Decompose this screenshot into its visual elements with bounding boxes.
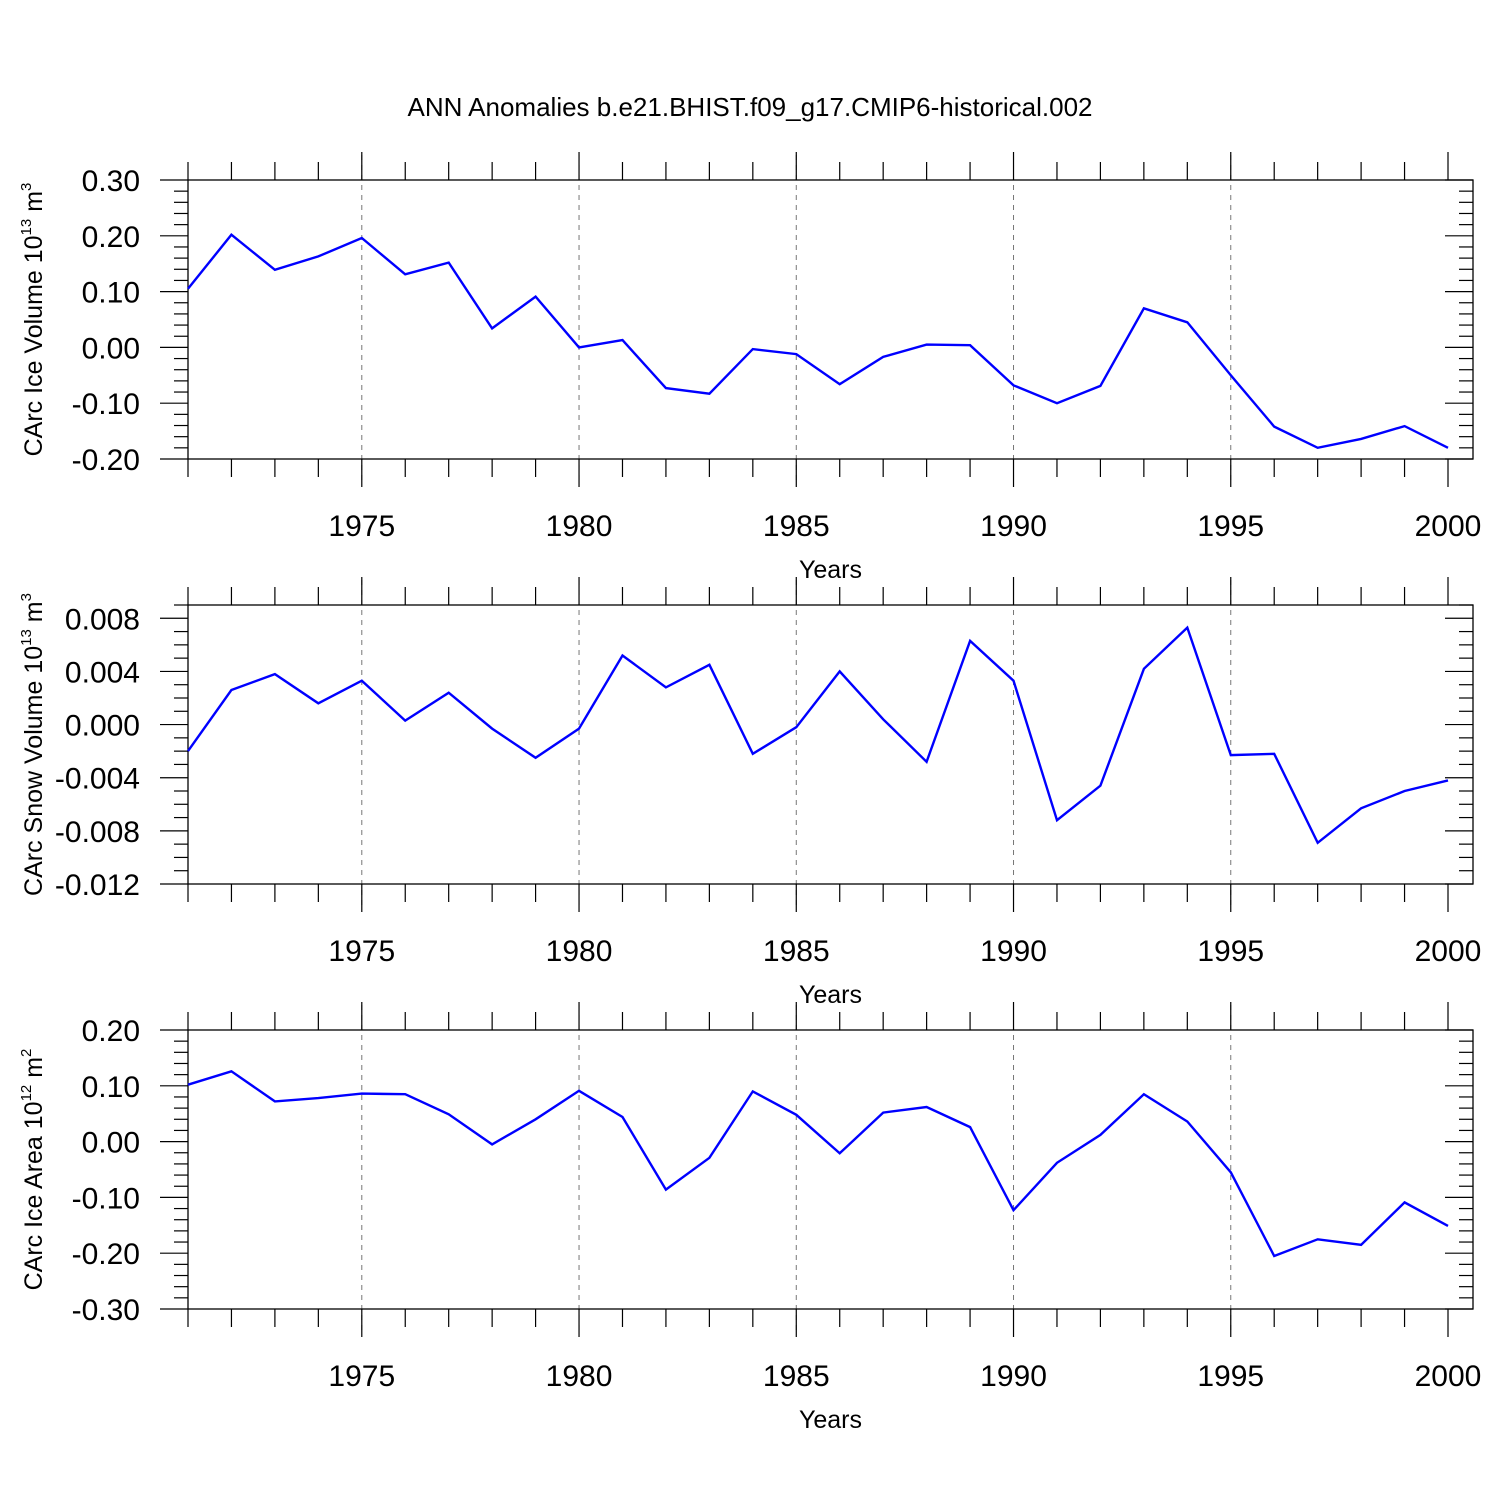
panel-2: -0.012 -0.008 -0.004 0.000 0.004 0.008 1975 198… [18, 577, 1481, 1009]
x-tick-label: 1990 [980, 935, 1047, 968]
plot-frame [187, 179, 1474, 460]
y-tick-label: 0.000 [65, 710, 140, 743]
panel-3: -0.30 -0.20 -0.10 0.00 0.10 0.20 1975 1980 1985 1… [18, 1002, 1481, 1434]
x-axis-title: Years [799, 981, 862, 1009]
x-tick-label: 1980 [546, 935, 613, 968]
x-tick-label: 1985 [763, 510, 830, 543]
x-tick-label: 2000 [1415, 935, 1482, 968]
series-line [187, 625, 1449, 845]
x-tick-label: 1975 [328, 1360, 395, 1393]
y-tick-label: 0.00 [82, 332, 140, 365]
x-tick-label: 2000 [1415, 1360, 1482, 1393]
plot-frame [187, 1029, 1474, 1310]
x-tick-label: 1980 [546, 510, 613, 543]
x-tick-label: 1975 [328, 935, 395, 968]
y-tick-label: 0.00 [82, 1127, 140, 1160]
y-tick-label: 0.10 [82, 277, 140, 310]
y-axis-title: CArc Ice Area 1012 m2 [18, 1049, 48, 1291]
y-tick-label: -0.10 [72, 388, 140, 421]
y-axis-title: CArc Snow Volume 1013 m3 [18, 593, 48, 896]
x-axis-title: Years [799, 556, 862, 584]
x-tick-label: 1995 [1197, 935, 1264, 968]
panels-group: -0.20 -0.10 0.00 0.10 0.20 0.30 1975 1980 1985 19… [18, 152, 1481, 1434]
y-tick-label: -0.10 [72, 1182, 140, 1215]
y-tick-label: 0.004 [65, 656, 140, 689]
x-tick-label: 1990 [980, 1360, 1047, 1393]
x-tick-label: 1985 [763, 935, 830, 968]
y-tick-label: -0.004 [55, 763, 140, 796]
panel-1: -0.20 -0.10 0.00 0.10 0.20 0.30 1975 1980 1985 19… [18, 152, 1481, 584]
y-tick-label: 0.20 [82, 221, 140, 254]
x-tick-label: 2000 [1415, 510, 1482, 543]
x-tick-label: 1995 [1197, 1360, 1264, 1393]
y-tick-label: 0.30 [82, 165, 140, 198]
y-tick-label: 0.20 [82, 1015, 140, 1048]
y-axis-title: CArc Ice Volume 1013 m3 [18, 183, 48, 457]
y-tick-label: -0.012 [55, 869, 140, 902]
x-tick-label: 1995 [1197, 510, 1264, 543]
y-tick-label: -0.30 [72, 1294, 140, 1327]
x-tick-label: 1985 [763, 1360, 830, 1393]
y-tick-label: -0.20 [72, 1238, 140, 1271]
x-tick-label: 1990 [980, 510, 1047, 543]
x-tick-label: 1980 [546, 1360, 613, 1393]
series-line [187, 233, 1449, 450]
y-tick-label: -0.20 [72, 444, 140, 477]
y-tick-label: -0.008 [55, 816, 140, 849]
y-tick-label: 0.10 [82, 1071, 140, 1104]
plot-frame [187, 604, 1474, 885]
x-tick-label: 1975 [328, 510, 395, 543]
y-tick-label: 0.008 [65, 603, 140, 636]
x-axis-title: Years [799, 1406, 862, 1434]
series-line [187, 1069, 1449, 1258]
figure-title: ANN Anomalies b.e21.BHIST.f09_g17.CMIP6-… [407, 92, 1092, 122]
